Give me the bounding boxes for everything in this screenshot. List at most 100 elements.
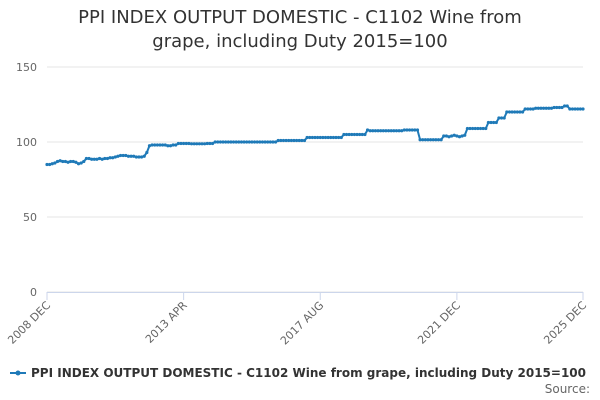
point (520, 110, 525, 114)
point (323, 135, 328, 140)
point (423, 138, 427, 142)
point (213, 140, 217, 144)
point (279, 138, 283, 143)
point (297, 138, 301, 143)
point (237, 140, 241, 144)
point (552, 105, 556, 110)
point (413, 128, 417, 132)
point (394, 129, 399, 133)
point (113, 155, 117, 159)
point (381, 129, 385, 133)
point (250, 140, 254, 144)
point (45, 162, 49, 167)
point (563, 104, 567, 108)
point (200, 142, 204, 146)
point (50, 162, 54, 166)
point (444, 134, 448, 138)
point (205, 141, 209, 146)
point (284, 138, 288, 143)
point (471, 126, 475, 131)
point (145, 150, 149, 155)
source-label: Source: (545, 382, 590, 396)
point (313, 135, 317, 140)
point (260, 140, 265, 144)
point (242, 140, 246, 144)
point (124, 153, 128, 158)
point (350, 132, 354, 137)
point (174, 143, 178, 147)
point (289, 138, 293, 143)
point (436, 138, 441, 142)
point (360, 132, 364, 137)
point (434, 138, 438, 142)
point (221, 140, 225, 144)
point (300, 138, 304, 143)
point (305, 135, 309, 140)
point (271, 140, 275, 144)
point (576, 107, 580, 111)
point (90, 157, 94, 161)
point (92, 157, 96, 161)
point (476, 126, 480, 131)
point (389, 129, 393, 133)
point (481, 126, 485, 131)
point (457, 135, 462, 139)
point (447, 135, 451, 139)
point (400, 129, 404, 133)
point (452, 133, 456, 137)
point (528, 107, 533, 111)
point (105, 156, 110, 161)
point (247, 140, 251, 144)
point (418, 138, 422, 142)
point (134, 155, 138, 159)
point (203, 142, 207, 146)
point (510, 110, 514, 114)
point (168, 144, 173, 148)
point (455, 134, 459, 138)
point (344, 132, 349, 137)
point (355, 132, 359, 137)
point (139, 155, 144, 159)
point (84, 156, 89, 161)
point (287, 138, 291, 143)
point (132, 154, 136, 158)
point (245, 140, 249, 144)
point (158, 143, 162, 147)
point (368, 129, 372, 133)
point (137, 155, 141, 159)
point (182, 141, 186, 146)
point (329, 135, 333, 140)
point (258, 140, 262, 144)
point (460, 134, 464, 138)
legend-marker (15, 370, 21, 376)
point (365, 128, 370, 132)
point (513, 110, 517, 114)
point (292, 138, 296, 143)
point (421, 138, 425, 142)
point (402, 128, 406, 132)
point (48, 162, 52, 167)
point (489, 120, 493, 125)
point (142, 154, 146, 158)
x-tick-label: 2021 DEC (415, 299, 463, 347)
point (570, 107, 575, 111)
point (544, 106, 548, 110)
point (195, 142, 199, 146)
point (176, 141, 180, 146)
point (549, 106, 554, 110)
point (179, 141, 183, 146)
point (334, 135, 338, 140)
point (502, 116, 506, 120)
x-tick-label: 2025 DEC (541, 299, 589, 347)
point (442, 134, 446, 138)
point (326, 135, 330, 140)
point (565, 104, 569, 108)
point (166, 144, 170, 148)
x-tick-label: 2008 DEC (5, 299, 53, 347)
point (310, 135, 314, 140)
point (266, 140, 270, 144)
point (295, 138, 299, 143)
point (321, 135, 325, 140)
point (463, 133, 467, 137)
point (308, 135, 312, 140)
